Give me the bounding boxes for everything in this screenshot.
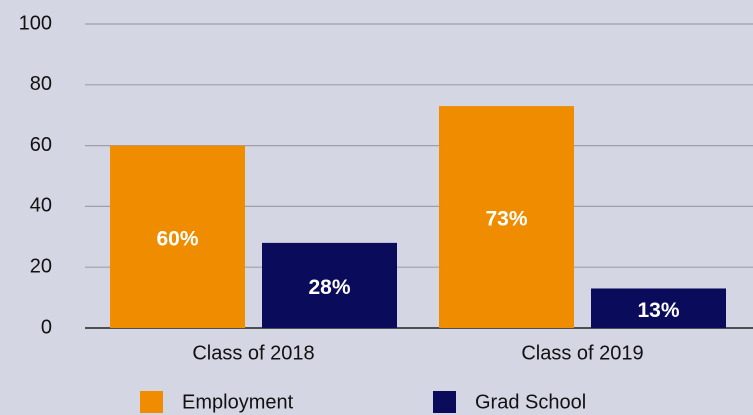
- bar: [110, 145, 245, 328]
- bar: [262, 242, 397, 328]
- value-label: 13%: [637, 299, 679, 322]
- x-tick-label: Class of 2018: [192, 342, 314, 364]
- legend-swatch: [433, 391, 456, 413]
- y-tick-label: 40: [30, 195, 52, 217]
- bar: [591, 288, 726, 328]
- y-tick-label: 20: [30, 255, 52, 277]
- bar: [439, 106, 574, 328]
- legend-label: Grad School: [475, 391, 586, 413]
- y-tick-label: 100: [19, 12, 52, 34]
- legend-swatch: [140, 391, 163, 413]
- legend-label: Employment: [182, 391, 294, 413]
- x-tick-label: Class of 2019: [521, 342, 643, 364]
- y-tick-label: 0: [41, 316, 52, 338]
- value-label: 73%: [485, 208, 527, 231]
- value-label: 60%: [156, 227, 198, 250]
- y-tick-label: 60: [30, 134, 52, 156]
- y-tick-label: 80: [30, 73, 52, 95]
- value-label: 28%: [308, 276, 350, 299]
